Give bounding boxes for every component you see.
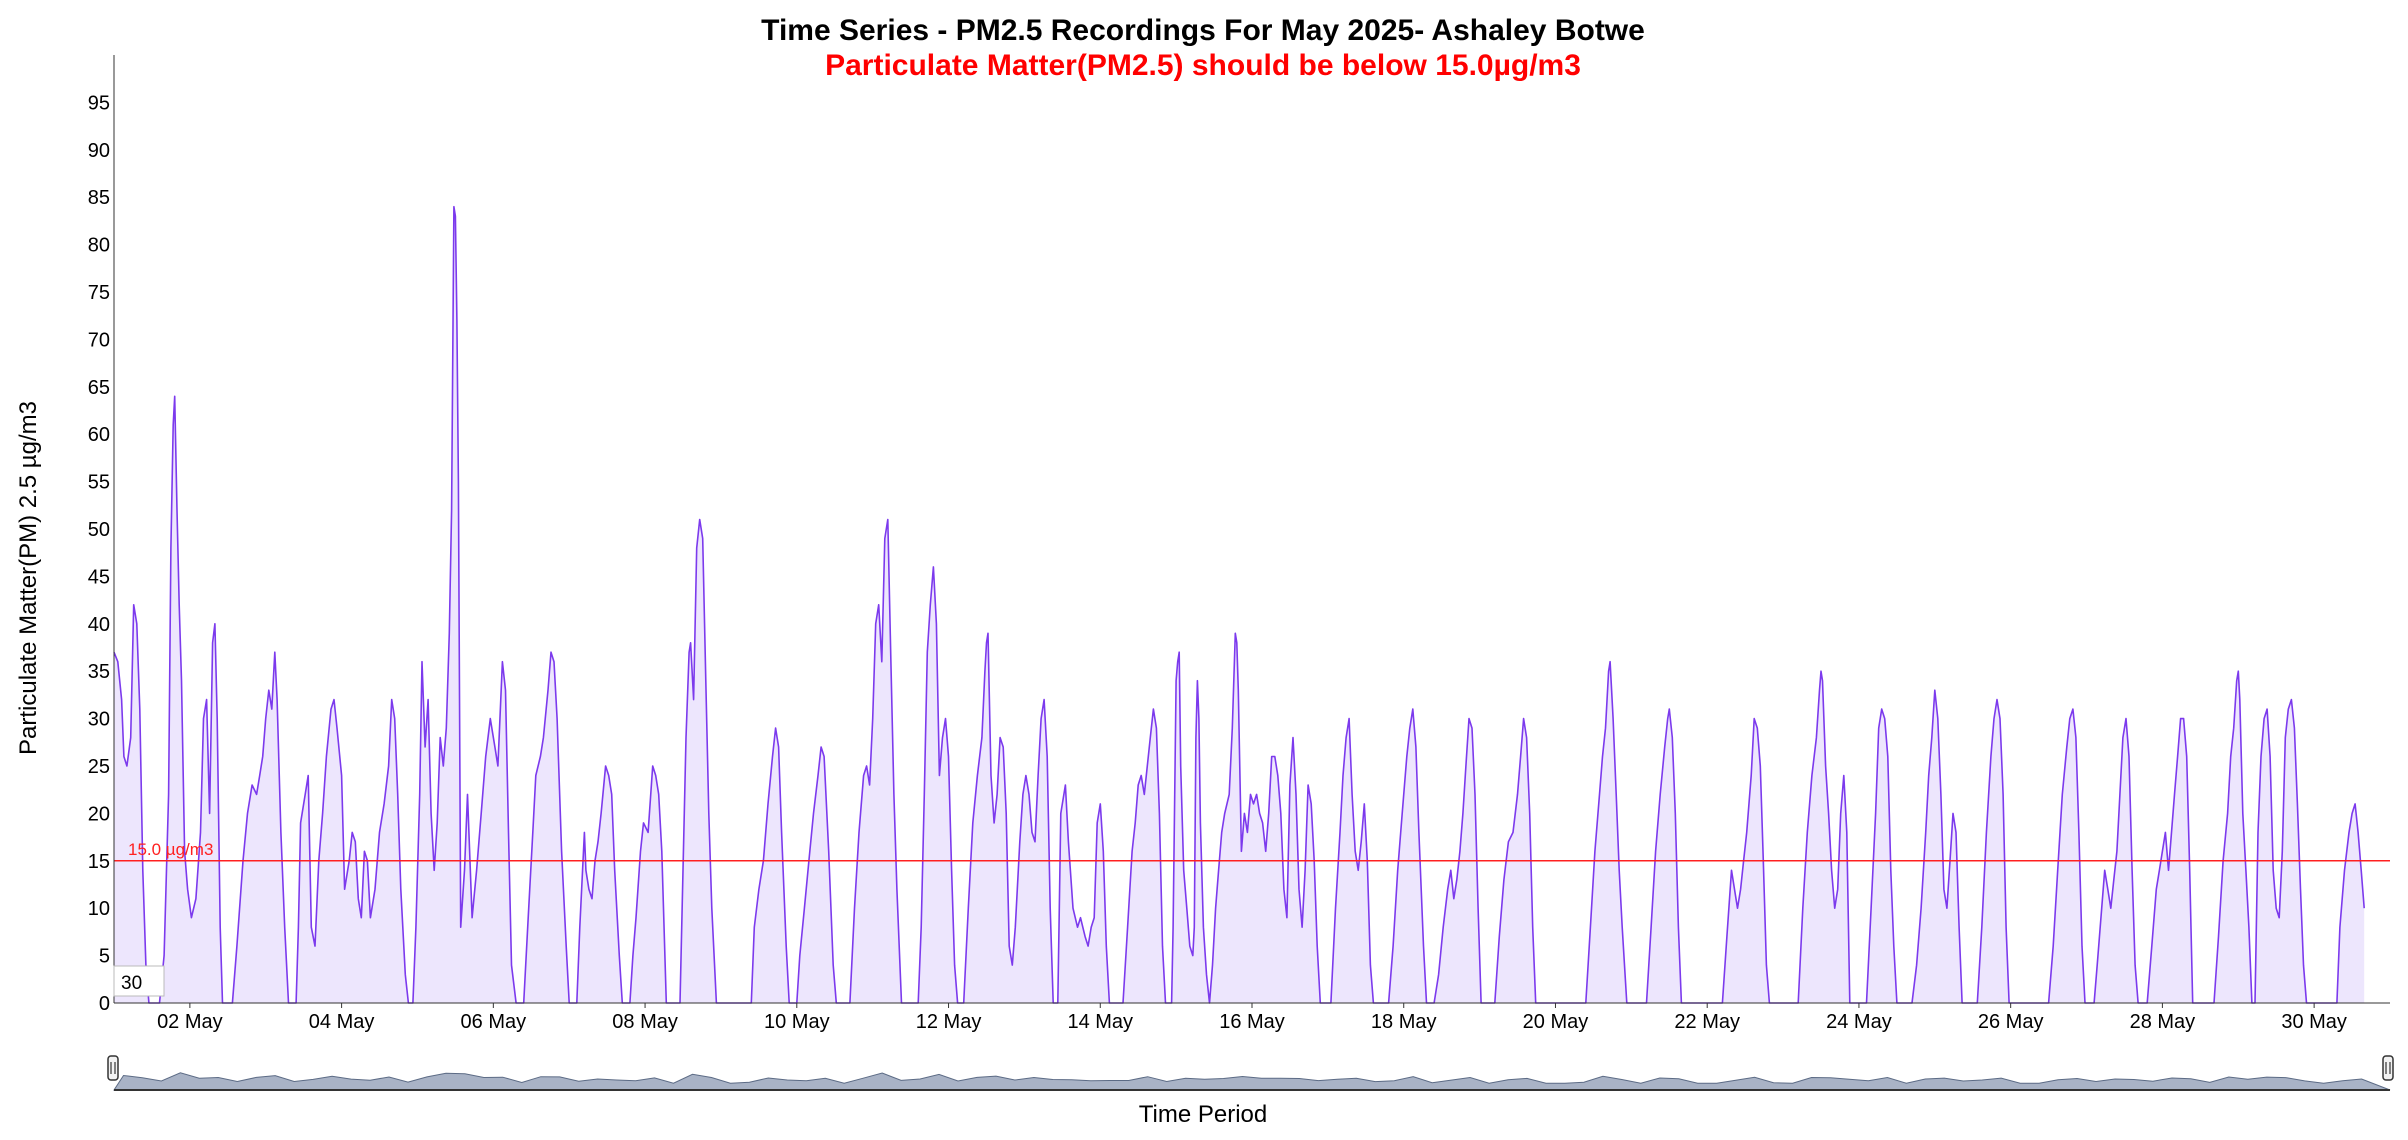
y-tick-label: 75	[88, 282, 110, 304]
x-axis: 02 May 04 May 06 May 08 May 10 May 12 May 14 M…	[114, 1002, 2390, 1033]
x-tick-label: 06 May	[461, 1011, 527, 1033]
navigator-left-handle[interactable]	[107, 1055, 119, 1081]
y-tick-label: 90	[88, 140, 110, 162]
y-tick-label: 70	[88, 329, 110, 351]
series-area-fill	[114, 206, 2365, 1003]
plot-area: 15.0 µg/m3	[113, 205, 2390, 1004]
y-tick-label: 50	[88, 519, 110, 541]
y-tick-label: 5	[99, 946, 110, 968]
threshold-label: 15.0 µg/m3	[128, 840, 213, 859]
zoom-level-box: 30	[113, 965, 165, 997]
y-tick-label: 30	[88, 709, 110, 731]
y-tick-label: 80	[88, 235, 110, 257]
range-navigator[interactable]	[107, 1055, 2394, 1091]
navigator-area	[113, 1072, 2391, 1091]
y-tick-label: 15	[88, 851, 110, 873]
x-tick-label: 20 May	[1523, 1011, 1589, 1033]
y-tick-label: 55	[88, 472, 110, 494]
y-axis: 0 5 10 15 20 25 30 35 40 45 50 55 60 65 70 75 80 85 90 95	[88, 55, 115, 1015]
x-tick-label: 12 May	[916, 1011, 982, 1033]
y-tick-label: 60	[88, 424, 110, 446]
x-tick-label: 22 May	[1674, 1011, 1740, 1033]
navigator-right-handle[interactable]	[2382, 1055, 2394, 1081]
x-tick-label: 14 May	[1067, 1011, 1133, 1033]
x-tick-label: 02 May	[157, 1011, 223, 1033]
y-tick-label: 0	[99, 993, 110, 1015]
y-tick-label: 95	[88, 92, 110, 114]
x-tick-label: 08 May	[612, 1011, 678, 1033]
x-tick-label: 04 May	[309, 1011, 375, 1033]
y-tick-label: 10	[88, 898, 110, 920]
y-tick-label: 20	[88, 803, 110, 825]
x-tick-label: 18 May	[1371, 1011, 1437, 1033]
x-axis-label: Time Period	[1139, 1101, 1267, 1128]
x-tick-label: 26 May	[1978, 1011, 2044, 1033]
x-tick-label: 28 May	[2130, 1011, 2196, 1033]
y-tick-label: 40	[88, 614, 110, 636]
y-axis-label: Particulate Matter(PM) 2.5 µg/m3	[15, 401, 42, 755]
y-tick-label: 25	[88, 756, 110, 778]
chart-title: Time Series - PM2.5 Recordings For May 2…	[761, 14, 1645, 47]
x-tick-label: 24 May	[1826, 1011, 1892, 1033]
x-tick-label: 16 May	[1219, 1011, 1285, 1033]
zoom-level-label: 30	[121, 973, 142, 994]
y-tick-label: 65	[88, 377, 110, 399]
x-tick-label: 30 May	[2281, 1011, 2347, 1033]
y-tick-label: 45	[88, 566, 110, 588]
y-tick-label: 35	[88, 661, 110, 683]
y-tick-label: 85	[88, 187, 110, 209]
chart-subtitle: Particulate Matter(PM2.5) should be belo…	[825, 49, 1581, 82]
x-tick-label: 10 May	[764, 1011, 830, 1033]
